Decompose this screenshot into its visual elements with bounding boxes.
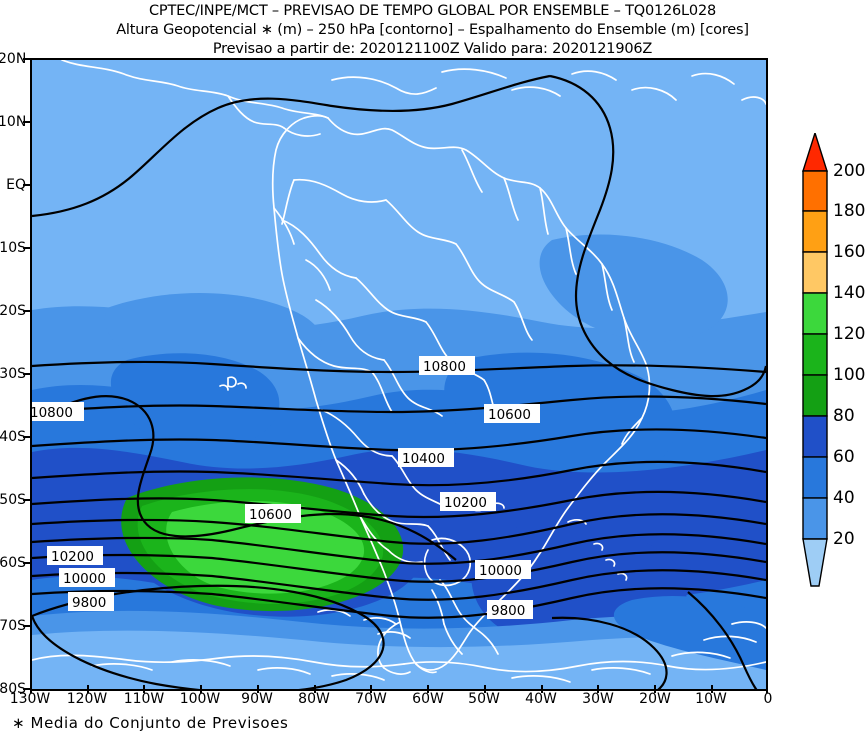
x-tick-8 [484, 685, 486, 693]
y-tick-label-10N: 10N [0, 114, 27, 130]
colorbar-band-140-160 [802, 251, 828, 294]
x-tick-5 [314, 685, 316, 693]
colorbar-band-100-120 [802, 333, 828, 376]
y-tick-label-20S: 20S [0, 303, 26, 319]
x-tick-9 [541, 685, 543, 693]
x-tick-2 [143, 685, 145, 693]
y-tick-8 [23, 562, 31, 564]
x-tick-label-20W: 20W [639, 691, 671, 707]
x-tick-4 [257, 685, 259, 693]
x-tick-label-70W: 70W [355, 691, 387, 707]
colorbar-tick-40: 40 [833, 488, 855, 508]
geopotential-contours [32, 74, 766, 689]
y-tick-4 [23, 310, 31, 312]
contour-label-10600: 10600 [488, 407, 531, 423]
header-line-3: Previsao a partir de: 2020121100Z Valido… [212, 41, 653, 57]
coastlines [32, 60, 766, 683]
y-tick-label-60S: 60S [0, 555, 26, 571]
colorbar-cap-max [802, 133, 828, 172]
x-tick-label-0: 0 [763, 691, 773, 707]
x-tick-label-120W: 120W [66, 691, 108, 707]
x-tick-12 [711, 685, 713, 693]
colorbar-band-20-40 [802, 497, 828, 540]
colorbar-tick-60: 60 [833, 447, 855, 467]
x-tick-label-10W: 10W [695, 691, 727, 707]
y-tick-6 [23, 436, 31, 438]
y-tick-5 [23, 373, 31, 375]
shaded-spread-field [32, 60, 766, 689]
y-tick-10 [23, 688, 31, 690]
colorbar-tick-120: 120 [833, 324, 865, 344]
x-tick-10 [597, 685, 599, 693]
header-line-2: Altura Geopotencial ∗ (m) – 250 hPa [con… [116, 22, 749, 38]
x-tick-6 [370, 685, 372, 693]
y-tick-7 [23, 499, 31, 501]
x-tick-11 [654, 685, 656, 693]
contour-label-10200-left: 10200 [51, 549, 94, 565]
footnote: ∗ Media do Conjunto de Previsoes [12, 714, 289, 732]
colorbar-cap-min [802, 538, 828, 587]
x-tick-label-50W: 50W [468, 691, 500, 707]
contour-label-10800-left: 10800 [32, 405, 73, 421]
colorbar-band-120-140 [802, 292, 828, 335]
colorbar-tick-160: 160 [833, 242, 865, 262]
y-tick-label-70S: 70S [0, 618, 26, 634]
colorbar-band-180-200 [802, 170, 828, 212]
colorbar-tick-20: 20 [833, 529, 855, 549]
x-tick-3 [200, 685, 202, 693]
colorbar-band-40-60 [802, 456, 828, 499]
contour-label-10000: 10000 [479, 563, 522, 579]
contour-label-10000-left: 10000 [63, 571, 106, 587]
colorbar-tick-200: 200 [833, 161, 865, 181]
contour-label-9800: 9800 [491, 603, 525, 619]
contour-label-10200: 10200 [444, 495, 487, 511]
x-tick-7 [427, 685, 429, 693]
y-tick-label-30S: 30S [0, 366, 26, 382]
colorbar-band-80-100 [802, 374, 828, 417]
x-tick-0 [30, 685, 32, 693]
contour-label-9800-left: 9800 [72, 595, 106, 611]
x-tick-label-60W: 60W [412, 691, 444, 707]
x-tick-label-30W: 30W [582, 691, 614, 707]
colorbar-tick-80: 80 [833, 406, 855, 426]
x-tick-label-90W: 90W [241, 691, 273, 707]
map-canvas: 10800 10600 10200 10000 9800 9600 10800 … [32, 60, 766, 689]
y-tick-0 [23, 58, 31, 60]
contour-labels: 10800 10600 10200 10000 9800 9600 10800 … [32, 356, 540, 619]
colorbar-band-160-180 [802, 210, 828, 253]
y-tick-label-80S: 80S [0, 681, 26, 697]
x-tick-label-80W: 80W [298, 691, 330, 707]
colorbar-tick-140: 140 [833, 283, 865, 303]
y-tick-label-50S: 50S [0, 492, 26, 508]
contour-label-10400: 10400 [402, 451, 445, 467]
x-tick-label-130W: 130W [9, 691, 51, 707]
y-tick-label-40S: 40S [0, 429, 26, 445]
x-tick-1 [87, 685, 89, 693]
y-tick-2 [23, 184, 31, 186]
header-line-1: CPTEC/INPE/MCT – PREVISAO DE TEMPO GLOBA… [148, 3, 716, 19]
contour-label-10600-left: 10600 [249, 507, 292, 523]
map-plot-area: 10800 10600 10200 10000 9800 9600 10800 … [30, 58, 768, 691]
y-tick-1 [23, 121, 31, 123]
y-tick-label-10S: 10S [0, 240, 26, 256]
x-tick-label-100W: 100W [179, 691, 221, 707]
y-tick-label-20N: 20N [0, 51, 27, 67]
colorbar[interactable] [802, 133, 828, 592]
colorbar-tick-100: 100 [833, 365, 865, 385]
colorbar-band-60-80 [802, 415, 828, 458]
x-tick-label-110W: 110W [123, 691, 165, 707]
y-tick-9 [23, 625, 31, 627]
x-tick-13 [766, 685, 768, 693]
x-tick-label-40W: 40W [525, 691, 557, 707]
y-tick-3 [23, 247, 31, 249]
contour-label-10800: 10800 [423, 359, 466, 375]
colorbar-tick-180: 180 [833, 201, 865, 221]
y-tick-label-EQ: EQ [6, 177, 26, 193]
